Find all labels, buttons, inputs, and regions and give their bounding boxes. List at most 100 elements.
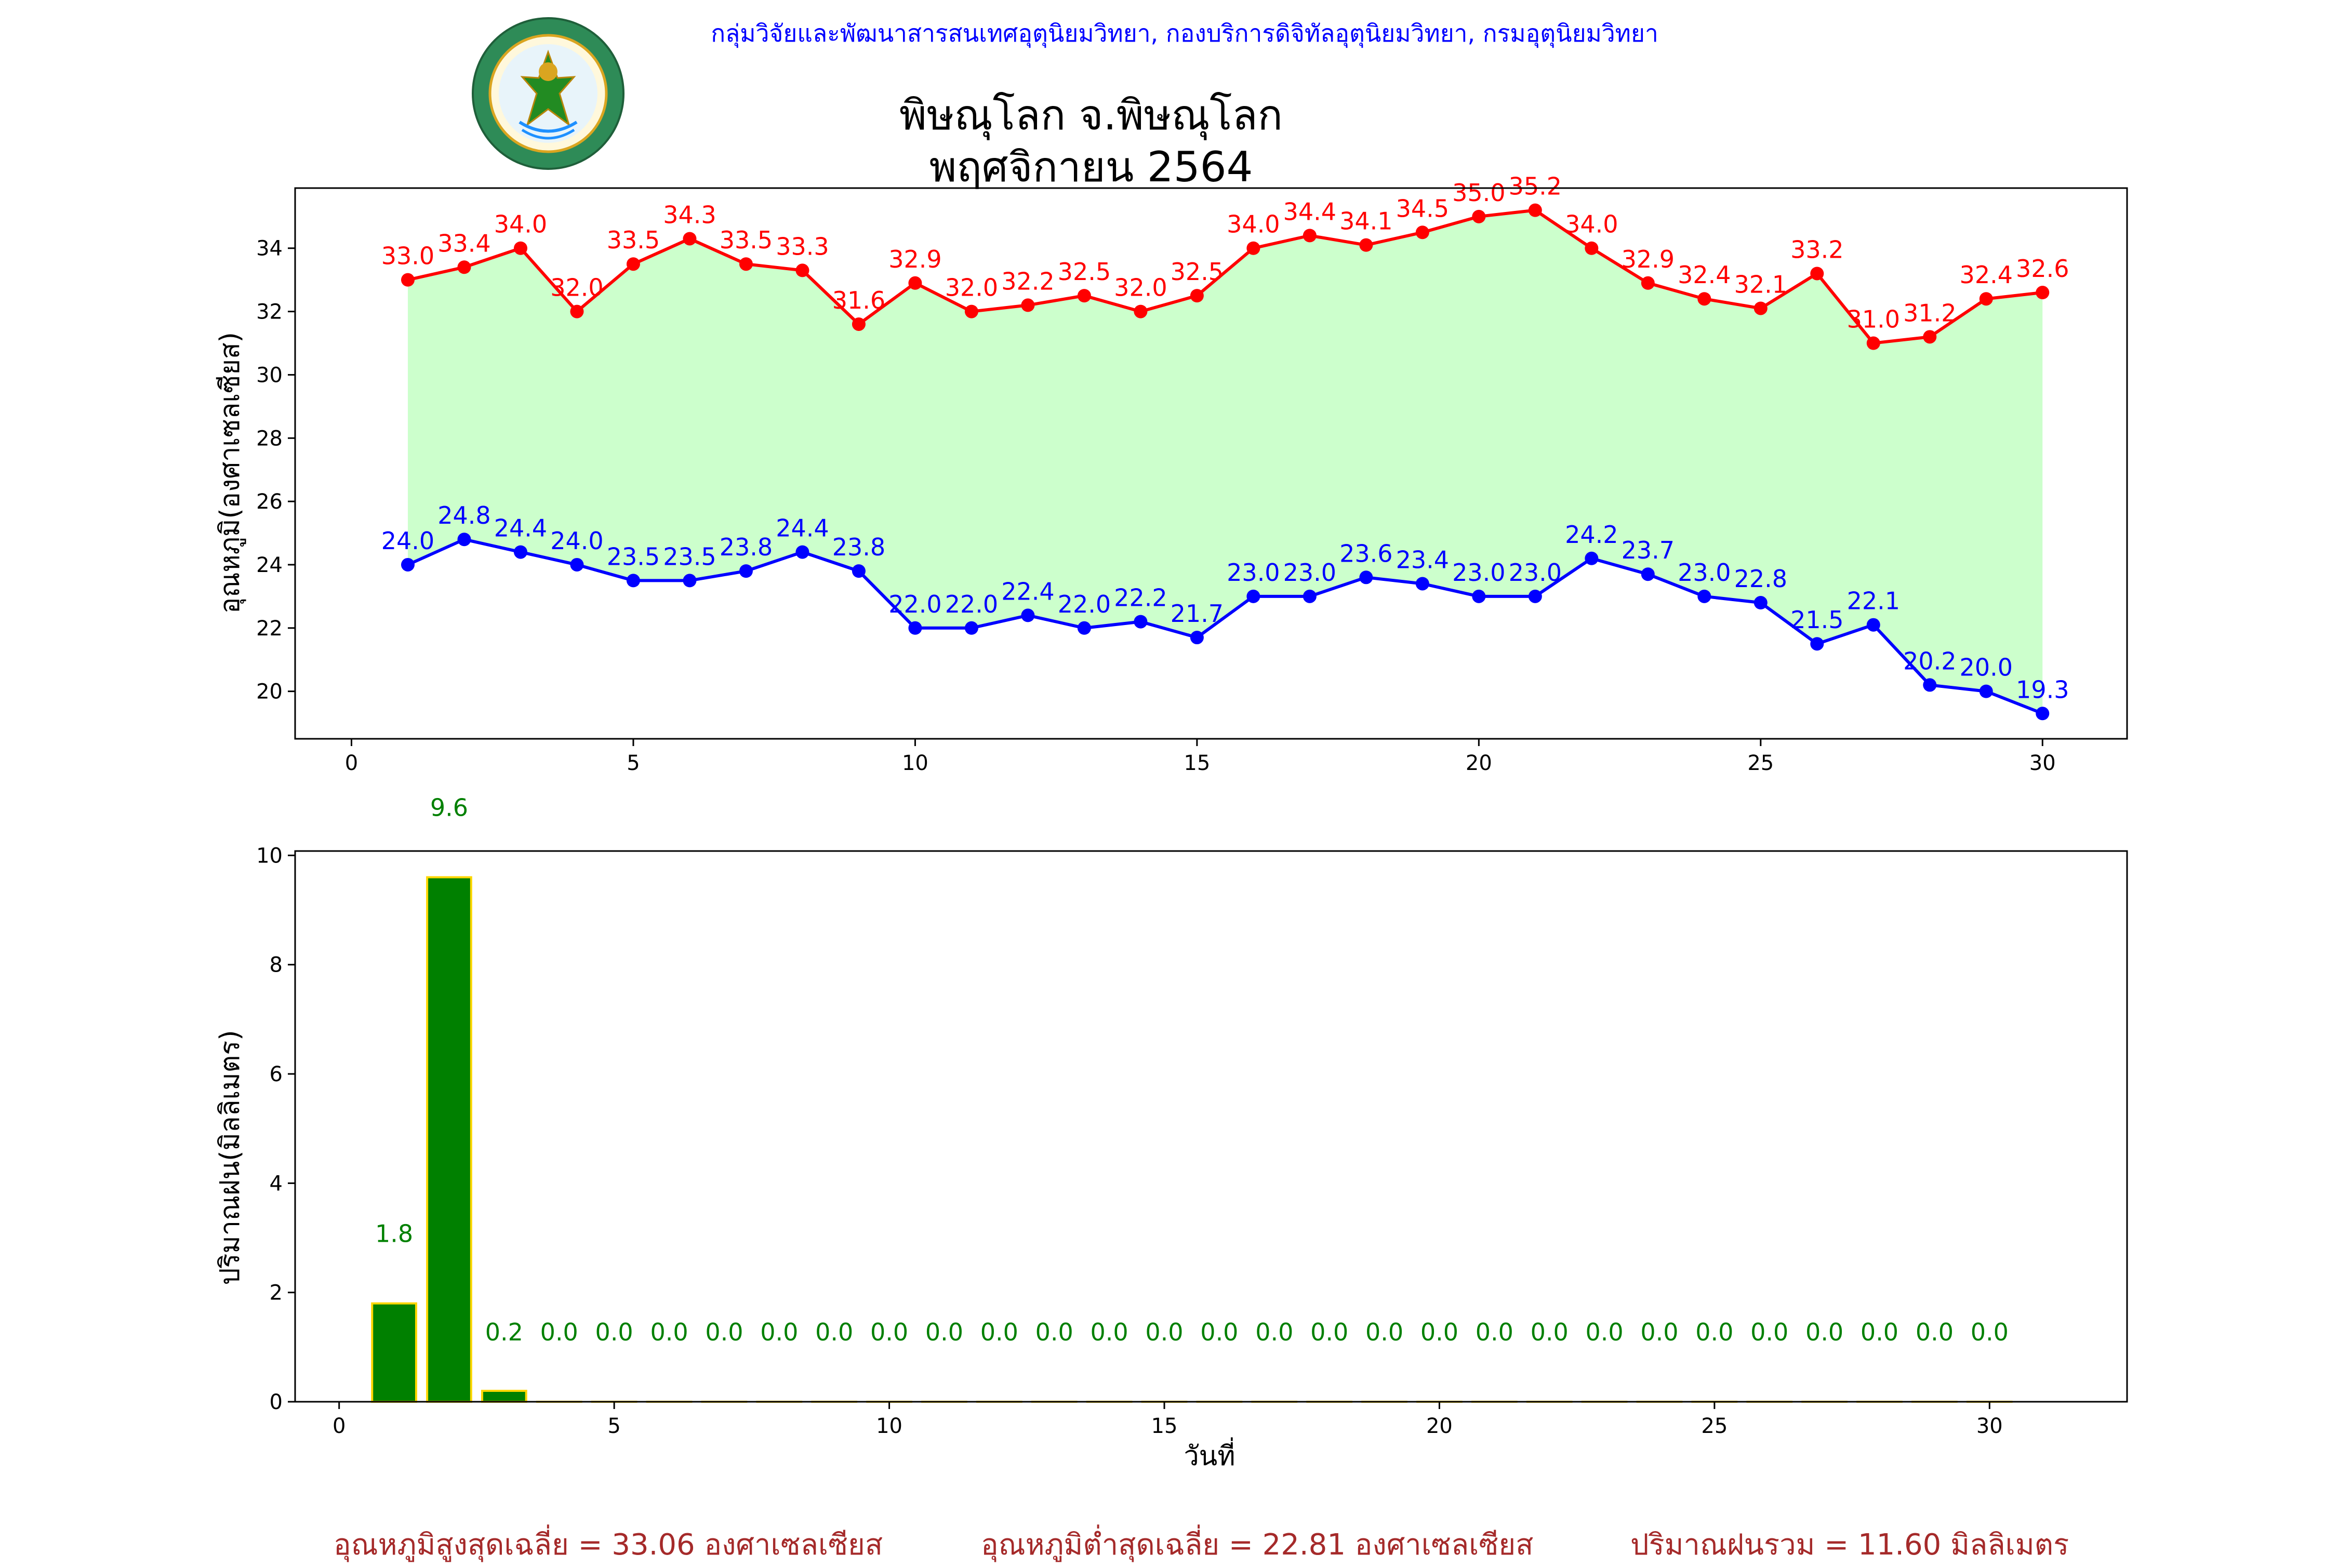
min-temperature-point xyxy=(1359,570,1373,584)
min-temperature-data-label: 23.7 xyxy=(1622,536,1675,564)
min-temperature-data-label: 23.8 xyxy=(720,533,773,561)
rainfall-bar xyxy=(427,877,471,1402)
min-temperature-data-label: 20.2 xyxy=(1903,647,1956,675)
max-temperature-data-label: 31.0 xyxy=(1847,305,1900,334)
max-temperature-point xyxy=(570,305,583,318)
min-temperature-data-label: 23.0 xyxy=(1227,559,1280,587)
rainfall-data-label: 0.0 xyxy=(760,1318,798,1346)
max-temperature-data-label: 34.0 xyxy=(1565,210,1618,238)
rainfall-data-label: 0.0 xyxy=(1586,1318,1624,1346)
min-temperature-data-label: 23.0 xyxy=(1678,559,1731,587)
max-temperature-data-label: 35.2 xyxy=(1509,172,1562,201)
min-temperature-point xyxy=(1585,552,1598,565)
min-temperature-point xyxy=(457,533,471,546)
max-temperature-point xyxy=(739,257,753,271)
max-temperature-data-label: 33.5 xyxy=(607,226,660,254)
min-temperature-data-label: 24.0 xyxy=(550,527,603,555)
min-temperature-point xyxy=(1980,685,1993,698)
max-temperature-data-label: 34.1 xyxy=(1339,207,1392,235)
max-temperature-data-label: 34.0 xyxy=(1227,210,1280,238)
min-temperature-point xyxy=(965,621,978,635)
max-temperature-data-label: 32.2 xyxy=(1001,267,1054,295)
min-temperature-point xyxy=(1078,621,1091,635)
min-temperature-data-label: 22.4 xyxy=(1001,577,1054,605)
rainfall-data-label: 0.0 xyxy=(925,1318,963,1346)
max-temperature-data-label: 32.0 xyxy=(945,274,998,302)
max-temperature-point xyxy=(1303,229,1317,242)
rainfall-y-tick-label: 2 xyxy=(270,1281,283,1305)
max-temperature-point xyxy=(401,273,415,287)
max-temperature-point xyxy=(1472,210,1485,223)
max-temperature-point xyxy=(1134,305,1147,318)
rainfall-data-label: 0.0 xyxy=(1035,1318,1073,1346)
min-temperature-point xyxy=(1754,596,1768,609)
rainfall-x-tick-label: 0 xyxy=(333,1414,346,1438)
max-temperature-data-label: 32.5 xyxy=(1171,258,1224,286)
rainfall-data-label: 0.0 xyxy=(1531,1318,1569,1346)
max-temperature-point xyxy=(2036,286,2049,299)
rainfall-x-tick-label: 5 xyxy=(607,1414,620,1438)
min-temperature-data-label: 23.5 xyxy=(607,542,660,570)
temperature-y-axis-label: อุณหภูมิ(องศาเซลเซียส) xyxy=(215,332,246,614)
max-temperature-point xyxy=(683,232,696,245)
min-temperature-data-label: 23.0 xyxy=(1452,559,1505,587)
rainfall-data-label: 0.0 xyxy=(705,1318,743,1346)
rainfall-data-label: 0.0 xyxy=(1695,1318,1733,1346)
min-temperature-data-label: 22.8 xyxy=(1734,565,1787,593)
min-temperature-data-label: 24.0 xyxy=(381,527,434,555)
rainfall-data-label: 9.6 xyxy=(430,793,468,821)
max-temperature-data-label: 32.0 xyxy=(1114,274,1167,302)
rainfall-data-label: 0.2 xyxy=(485,1318,523,1346)
min-temperature-data-label: 22.0 xyxy=(888,590,941,618)
rainfall-y-tick-label: 8 xyxy=(270,953,283,977)
temperature-y-tick-label: 28 xyxy=(256,427,283,450)
min-temperature-data-label: 20.0 xyxy=(1960,654,2013,682)
temperature-y-tick-label: 30 xyxy=(256,363,283,387)
max-temperature-point xyxy=(1190,289,1204,302)
min-temperature-point xyxy=(1190,631,1204,644)
max-temperature-point xyxy=(795,263,809,277)
max-temperature-point xyxy=(1810,267,1824,280)
min-temperature-point xyxy=(1134,615,1147,629)
min-temperature-point xyxy=(795,546,809,559)
rainfall-x-tick-label: 20 xyxy=(1426,1414,1453,1438)
min-temperature-point xyxy=(627,574,640,587)
temperature-x-tick-label: 20 xyxy=(1466,751,1492,775)
max-temperature-data-label: 34.4 xyxy=(1283,197,1336,225)
max-temperature-data-label: 32.0 xyxy=(550,274,603,302)
rainfall-bar xyxy=(482,1391,526,1402)
rainfall-data-label: 0.0 xyxy=(1916,1318,1954,1346)
min-temperature-point xyxy=(852,564,866,578)
max-temperature-data-label: 32.9 xyxy=(888,245,941,273)
max-temperature-point xyxy=(1867,337,1880,350)
max-temperature-point xyxy=(1529,204,1542,217)
rainfall-data-label: 0.0 xyxy=(1420,1318,1458,1346)
max-temperature-data-label: 32.9 xyxy=(1622,245,1675,273)
temperature-y-tick-label: 22 xyxy=(256,617,283,641)
rainfall-x-tick-label: 30 xyxy=(1976,1414,2003,1438)
total-rainfall: ปริมาณฝนรวม = 11.60 มิลลิเมตร xyxy=(1630,1521,2069,1567)
rainfall-data-label: 0.0 xyxy=(1200,1318,1238,1346)
min-temperature-point xyxy=(1303,590,1317,603)
min-temperature-point xyxy=(1021,608,1034,622)
temperature-x-tick-label: 15 xyxy=(1184,751,1210,775)
min-temperature-data-label: 23.5 xyxy=(663,542,716,570)
min-temperature-point xyxy=(2036,707,2049,720)
max-temperature-point xyxy=(514,242,527,255)
rainfall-data-label: 0.0 xyxy=(1145,1318,1183,1346)
max-temperature-data-label: 34.5 xyxy=(1396,194,1449,222)
min-temperature-point xyxy=(401,558,415,572)
max-temperature-data-label: 33.5 xyxy=(720,226,773,254)
min-temperature-data-label: 22.1 xyxy=(1847,587,1900,615)
temperature-y-tick-label: 26 xyxy=(256,490,283,514)
average-max-temperature: อุณหภูมิสูงสุดเฉลี่ย = 33.06 องศาเซลเซีย… xyxy=(334,1521,883,1567)
max-temperature-data-label: 32.6 xyxy=(2016,255,2069,283)
max-temperature-point xyxy=(908,276,922,290)
max-temperature-point xyxy=(1021,298,1034,312)
temperature-y-tick-label: 24 xyxy=(256,553,283,577)
rainfall-x-tick-label: 25 xyxy=(1701,1414,1728,1438)
max-temperature-point xyxy=(1754,301,1768,315)
rainfall-x-axis-label: วันที่ xyxy=(1184,1437,1235,1472)
min-temperature-data-label: 23.8 xyxy=(832,533,885,561)
